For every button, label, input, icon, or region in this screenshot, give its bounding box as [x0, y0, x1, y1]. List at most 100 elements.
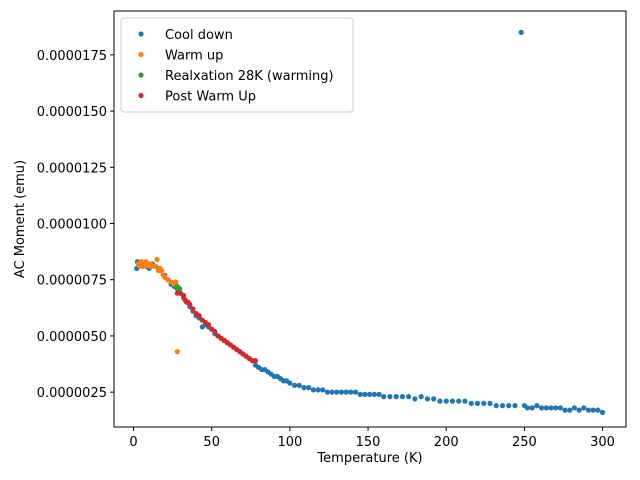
- data-point: [493, 403, 499, 409]
- plot-frame: [113, 10, 627, 428]
- data-point: [393, 394, 399, 400]
- data-point: [576, 407, 582, 413]
- data-point: [599, 409, 606, 415]
- series-3: [174, 290, 259, 364]
- data-point: [424, 396, 431, 402]
- data-point: [590, 407, 596, 413]
- data-point: [538, 405, 545, 411]
- data-point: [212, 328, 218, 335]
- data-point: [352, 389, 359, 395]
- y-tick-label: 0.0000075: [37, 274, 107, 289]
- data-point: [310, 387, 316, 393]
- data-point: [187, 301, 193, 308]
- data-point: [252, 358, 259, 364]
- data-point: [399, 394, 406, 400]
- data-point: [571, 405, 578, 411]
- data-point: [159, 268, 165, 274]
- legend: Cool down Warm up Realxation 28K (warming)…: [120, 17, 354, 113]
- data-point: [173, 279, 179, 285]
- data-point: [548, 405, 554, 411]
- data-point: [487, 400, 493, 406]
- data-point: [412, 396, 418, 402]
- y-tick-label: 0.0000125: [37, 161, 107, 176]
- data-point: [348, 389, 354, 395]
- data-point: [499, 403, 506, 409]
- data-point: [154, 256, 160, 263]
- data-point: [306, 385, 312, 391]
- data-point: [205, 322, 212, 328]
- data-point: [567, 407, 573, 413]
- data-point: [387, 394, 393, 400]
- legend-label: Realxation 28K (warming): [165, 69, 334, 84]
- data-point: [468, 400, 474, 406]
- x-tick-label: 0: [129, 435, 137, 450]
- data-point: [177, 286, 183, 292]
- data-point: [324, 389, 330, 395]
- x-tick-label: 200: [434, 435, 459, 450]
- data-point: [449, 398, 456, 404]
- data-point: [543, 405, 549, 411]
- x-axis-label: Temperature (K): [316, 451, 422, 466]
- data-point: [287, 380, 293, 386]
- legend-marker: [138, 92, 144, 99]
- data-point: [562, 407, 568, 413]
- series-1: [135, 256, 180, 355]
- data-point: [474, 400, 481, 406]
- data-point: [338, 389, 345, 395]
- data-point: [481, 400, 487, 406]
- data-point: [329, 389, 335, 395]
- data-point: [506, 403, 512, 409]
- data-point: [581, 405, 587, 411]
- data-point: [315, 387, 321, 393]
- data-point: [196, 313, 202, 319]
- legend-box: [120, 17, 354, 113]
- data-point: [553, 405, 559, 411]
- data-point: [371, 391, 377, 397]
- legend-label: Post Warm Up: [165, 90, 256, 105]
- legend-label: Cool down: [165, 28, 233, 43]
- data-point: [190, 306, 196, 312]
- legend-marker: [138, 72, 144, 78]
- data-point: [367, 391, 373, 397]
- data-point: [343, 389, 349, 395]
- series-2: [174, 283, 183, 294]
- legend-marker: [138, 31, 144, 37]
- data-point: [291, 382, 298, 388]
- data-point: [301, 385, 307, 391]
- data-point: [529, 405, 535, 411]
- data-point: [534, 403, 540, 409]
- data-point: [443, 398, 449, 404]
- data-point: [595, 407, 601, 413]
- y-tick-label: 0.0000175: [37, 49, 107, 64]
- y-axis: 0.0000025 0.0000050 0.0000075 0.0000100 0.00…: [37, 49, 114, 401]
- data-point: [320, 387, 326, 393]
- x-tick-label: 50: [203, 435, 220, 450]
- x-tick-label: 300: [590, 435, 615, 450]
- data-point: [180, 292, 187, 299]
- y-axis-label: AC Moment (emu): [13, 160, 28, 278]
- y-tick-label: 0.0000100: [37, 217, 107, 232]
- data-point: [585, 407, 592, 413]
- data-point: [456, 398, 462, 404]
- data-point: [462, 398, 468, 404]
- legend-label: Warm up: [165, 49, 223, 64]
- y-tick-label: 0.0000025: [37, 386, 107, 401]
- x-tick-label: 150: [356, 435, 381, 450]
- y-tick-label: 0.0000050: [37, 330, 107, 345]
- data-point: [437, 398, 443, 404]
- x-axis: 0 50 100 150 200 250 300: [129, 427, 615, 450]
- data-point: [524, 405, 531, 411]
- data-point: [296, 382, 302, 388]
- data-point: [418, 394, 424, 400]
- y-tick-label: 0.0000150: [37, 105, 107, 120]
- data-point: [362, 391, 368, 397]
- data-point: [174, 349, 180, 355]
- x-tick-label: 100: [277, 435, 302, 450]
- legend-marker: [138, 51, 144, 58]
- data-point: [512, 403, 518, 409]
- data-point: [357, 391, 363, 397]
- data-point: [381, 394, 387, 400]
- data-point: [518, 29, 524, 35]
- data-point: [376, 391, 382, 397]
